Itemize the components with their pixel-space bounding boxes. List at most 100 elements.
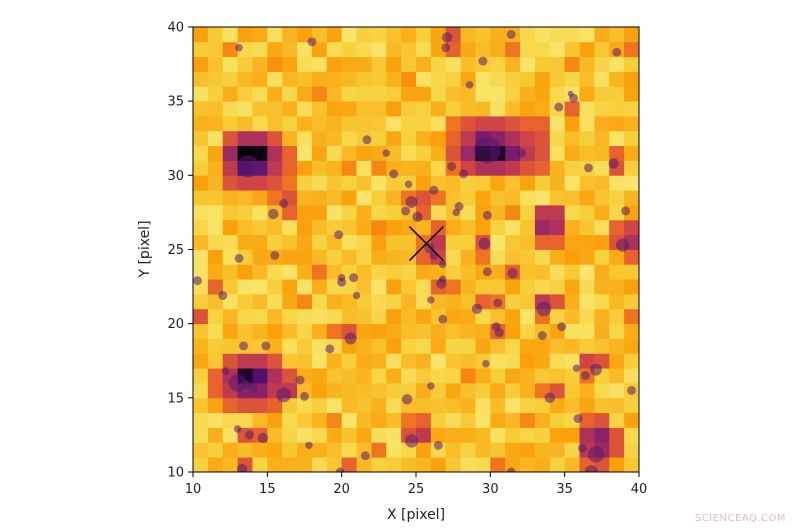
source-point <box>221 367 230 375</box>
heatmap-pixel <box>267 175 283 191</box>
heatmap-pixel <box>579 145 595 161</box>
heatmap-pixel <box>430 86 447 102</box>
heatmap-pixel <box>371 294 387 310</box>
heatmap-pixel <box>282 323 298 339</box>
source-point <box>441 43 451 53</box>
heatmap-pixel <box>237 71 253 87</box>
heatmap-pixel <box>609 294 625 310</box>
heatmap-pixel <box>193 145 209 161</box>
heatmap-pixel <box>222 56 238 72</box>
heatmap-pixel <box>207 41 224 58</box>
heatmap-pixel <box>594 397 610 414</box>
heatmap-pixel <box>401 219 417 236</box>
heatmap-pixel <box>579 86 595 102</box>
source-point <box>401 206 411 216</box>
heatmap-pixel <box>475 323 491 339</box>
heatmap-pixel <box>193 130 209 147</box>
heatmap-pixel <box>222 145 238 161</box>
heatmap-pixel <box>505 249 521 265</box>
heatmap-pixel <box>460 457 476 472</box>
heatmap-pixel <box>579 427 595 443</box>
heatmap-pixel <box>341 412 357 428</box>
heatmap-pixel <box>341 41 357 58</box>
heatmap-pixel <box>267 308 283 325</box>
heatmap-pixel <box>579 264 595 280</box>
heatmap-pixel <box>297 353 313 369</box>
heatmap-pixel <box>282 457 298 472</box>
heatmap-pixel <box>237 56 253 72</box>
heatmap-pixel <box>267 442 283 458</box>
heatmap-pixel <box>297 457 313 472</box>
heatmap-pixel <box>267 427 283 443</box>
heatmap-pixel <box>282 160 298 176</box>
heatmap-pixel <box>401 294 417 310</box>
heatmap-pixel <box>222 323 238 339</box>
heatmap-pixel <box>475 383 491 399</box>
heatmap-pixel <box>564 27 580 43</box>
heatmap-pixel <box>401 27 417 43</box>
heatmap-pixel <box>579 383 595 399</box>
heatmap-pixel <box>579 323 595 339</box>
source-point <box>245 430 254 440</box>
heatmap-pixel <box>594 249 610 265</box>
heatmap-pixel <box>267 101 283 117</box>
heatmap-pixel <box>549 160 566 176</box>
heatmap-pixel <box>371 368 387 384</box>
heatmap-pixel <box>609 86 625 102</box>
heatmap-pixel <box>609 412 625 428</box>
heatmap-pixel <box>282 308 298 325</box>
heatmap-pixel <box>267 27 283 43</box>
heatmap-pixel <box>475 41 491 58</box>
heatmap-pixel <box>371 175 387 191</box>
heatmap-pixel <box>445 264 461 280</box>
heatmap-pixel <box>326 353 343 369</box>
heatmap-pixel <box>371 338 387 354</box>
heatmap-pixel <box>520 279 536 295</box>
heatmap-pixel <box>401 338 417 354</box>
heatmap-pixel <box>460 338 476 354</box>
heatmap-pixel <box>282 116 298 132</box>
heatmap-pixel <box>297 116 313 132</box>
source-point <box>494 328 504 338</box>
heatmap-pixel <box>326 41 343 58</box>
heatmap-pixel <box>193 308 209 325</box>
heatmap-pixel <box>401 101 417 117</box>
heatmap-pixel <box>475 116 491 132</box>
heatmap-pixel <box>297 294 313 310</box>
heatmap-pixel <box>252 219 268 236</box>
source-point <box>557 322 567 332</box>
heatmap-pixel <box>252 442 268 458</box>
heatmap-pixel <box>564 116 580 132</box>
heatmap-pixel <box>386 175 402 191</box>
heatmap-pixel <box>416 116 432 132</box>
heatmap-pixel <box>505 41 521 58</box>
heatmap-pixel <box>297 219 313 236</box>
heatmap-pixel <box>207 27 224 43</box>
heatmap-pixel <box>520 457 536 472</box>
heatmap-pixel <box>549 427 566 443</box>
source-point <box>439 275 447 283</box>
heatmap-pixel <box>386 397 402 414</box>
source-point <box>452 208 460 217</box>
heatmap-pixel <box>341 205 357 221</box>
heatmap-pixel <box>222 205 238 221</box>
heatmap-pixel <box>445 427 461 443</box>
heatmap-pixel <box>609 190 625 206</box>
heatmap-pixel <box>386 279 402 295</box>
heatmap-pixel <box>326 205 343 221</box>
heatmap-pixel <box>594 101 610 117</box>
source-markers <box>193 29 637 472</box>
heatmap-pixel <box>267 294 283 310</box>
heatmap-pixel <box>609 353 625 369</box>
heatmap-pixel <box>534 190 551 206</box>
heatmap-pixel <box>564 368 580 384</box>
heatmap-pixel <box>549 457 566 472</box>
heatmap-pixel <box>193 86 209 102</box>
heatmap-pixel <box>371 41 387 58</box>
heatmap-pixel <box>193 264 209 280</box>
heatmap-pixel <box>445 56 461 72</box>
heatmap-pixel <box>356 338 372 354</box>
heatmap-pixel <box>564 308 580 325</box>
source-point <box>257 432 269 444</box>
